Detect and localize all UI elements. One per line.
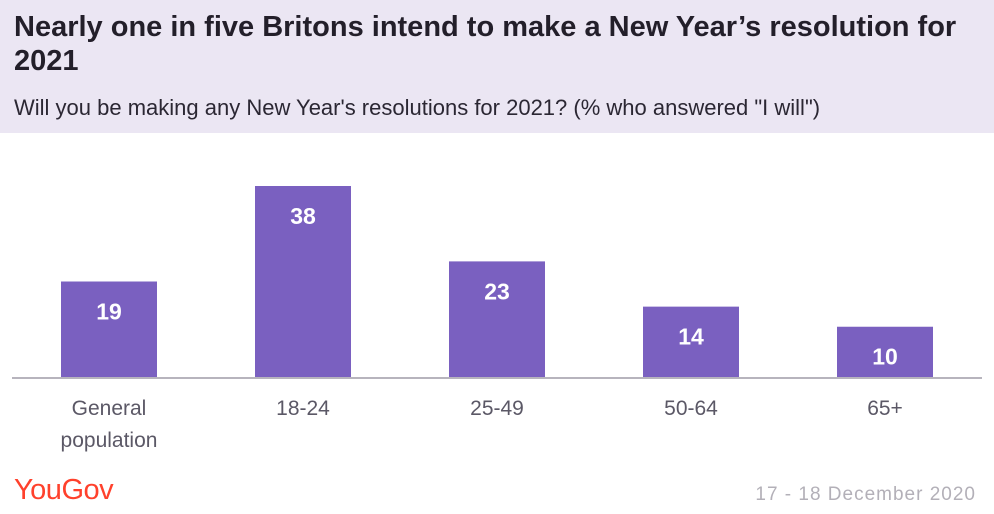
category-label-0-line-0: General bbox=[72, 397, 147, 420]
bar-0 bbox=[61, 281, 157, 377]
bar-value-label-0: 19 bbox=[96, 299, 122, 325]
survey-date: 17 - 18 December 2020 bbox=[755, 484, 976, 505]
category-label-2: 25-49 bbox=[470, 397, 524, 420]
category-label-4: 65+ bbox=[867, 397, 903, 420]
chart-subtitle: Will you be making any New Year's resolu… bbox=[14, 95, 821, 120]
category-label-3: 50-64 bbox=[664, 397, 718, 420]
yougov-logo: YouGov bbox=[14, 474, 114, 506]
category-label-0-line-1: population bbox=[61, 429, 158, 452]
bar-value-label-3: 14 bbox=[678, 324, 704, 350]
bar-3 bbox=[643, 306, 739, 377]
bar-value-label-4: 10 bbox=[872, 344, 898, 370]
bar-value-label-2: 23 bbox=[484, 278, 510, 304]
bar-1 bbox=[255, 186, 351, 377]
bar-chart: 19 General population 38 18-24 23 25-49 14 50-64… bbox=[12, 186, 982, 452]
bar-value-label-1: 38 bbox=[290, 203, 316, 229]
bar-4 bbox=[837, 326, 933, 377]
chart-title: Nearly one in five Britons intend to mak… bbox=[14, 11, 957, 77]
category-label-1: 18-24 bbox=[276, 397, 330, 420]
bar-2 bbox=[449, 261, 545, 377]
chart-header: Nearly one in five Britons intend to mak… bbox=[0, 0, 994, 133]
